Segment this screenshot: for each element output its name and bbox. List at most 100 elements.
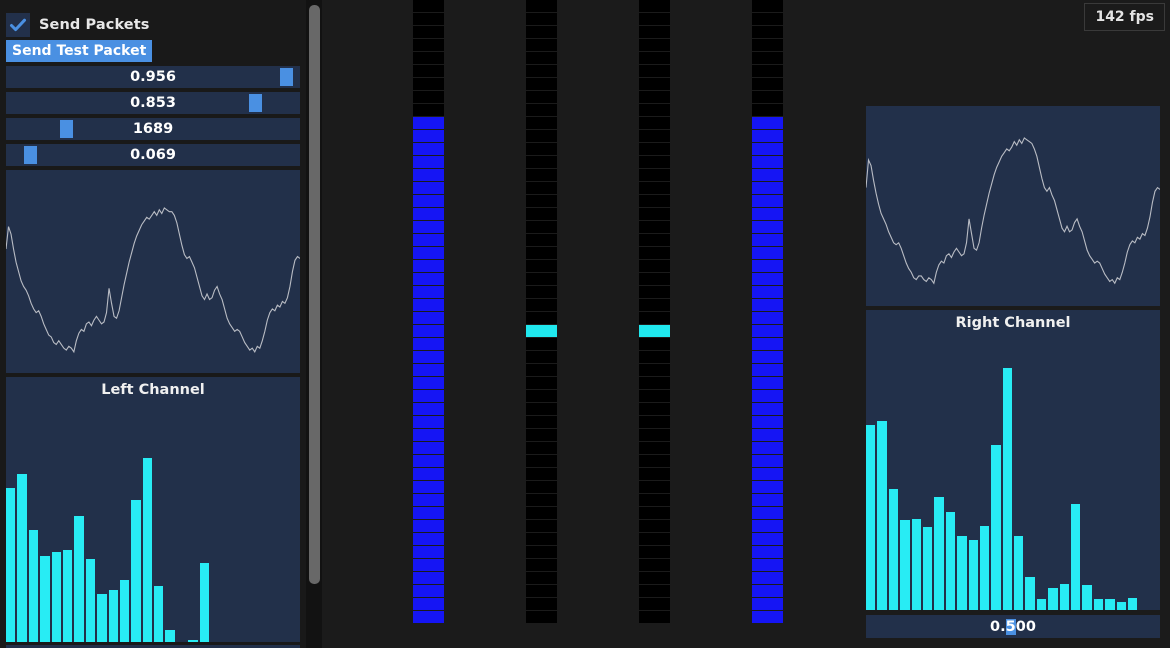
left-waveform-panel[interactable]	[6, 170, 300, 373]
meter-segment	[413, 26, 444, 38]
meter-segment	[639, 442, 670, 454]
right-channel-title: Right Channel	[955, 315, 1071, 331]
meter-segment	[752, 312, 783, 324]
meter-segment	[526, 468, 557, 480]
meter-segment	[639, 156, 670, 168]
meter-segment	[413, 325, 444, 337]
meter-segment	[752, 286, 783, 298]
vertical-scrollbar-track[interactable]	[306, 0, 322, 648]
spectrum-bar	[1002, 368, 1013, 610]
spectrum-bar	[85, 558, 96, 642]
meter-segment	[526, 286, 557, 298]
meter-segment	[413, 416, 444, 428]
meter-segment	[413, 403, 444, 415]
left-channel-spectrum-panel[interactable]: Left Channel	[6, 377, 300, 642]
spectrum-bar	[28, 530, 39, 642]
spectrum-bar	[991, 445, 1001, 610]
meter-segment	[639, 26, 670, 38]
meter-segment	[639, 481, 670, 493]
meter-segment	[639, 221, 670, 233]
meter-segment	[413, 208, 444, 220]
slider-1-handle[interactable]	[249, 94, 262, 112]
meter-segment	[752, 390, 783, 402]
meter-segment	[526, 338, 557, 350]
meter-segment	[413, 468, 444, 480]
meter-segment	[639, 338, 670, 350]
meter-segment	[413, 364, 444, 376]
send-packets-checkbox-row[interactable]: Send Packets	[6, 13, 150, 37]
slider-0-handle[interactable]	[280, 68, 293, 86]
meter-segment	[413, 481, 444, 493]
meter-segment	[413, 559, 444, 571]
slider-2[interactable]: 1689	[6, 118, 300, 140]
value-input-after: 00	[1015, 618, 1036, 635]
meter-segment	[752, 208, 783, 220]
vertical-scrollbar-thumb[interactable]	[309, 5, 320, 584]
meter-segment	[639, 182, 670, 194]
meter-column-4[interactable]	[752, 0, 783, 648]
slider-1[interactable]: 0.853	[6, 92, 300, 114]
meter-column-2[interactable]	[526, 0, 557, 648]
value-input[interactable]: 0. 5 00	[866, 615, 1160, 638]
check-icon[interactable]	[6, 13, 30, 37]
meter-segment	[526, 351, 557, 363]
meter-segment	[752, 78, 783, 90]
slider-2-handle[interactable]	[60, 120, 73, 138]
meter-segment	[639, 169, 670, 181]
slider-3-handle[interactable]	[24, 146, 37, 164]
meter-segment	[526, 546, 557, 558]
left-overflow-panel[interactable]	[6, 645, 300, 648]
left-waveform-path	[6, 170, 300, 373]
meter-segment	[526, 208, 557, 220]
meter-segment	[752, 598, 783, 610]
spectrum-bar	[1071, 504, 1081, 610]
meter-segment	[526, 429, 557, 441]
meter-segment	[752, 117, 783, 129]
meter-segment	[639, 585, 670, 597]
meter-segment	[752, 260, 783, 272]
right-channel-spectrum-panel[interactable]: Right Channel	[866, 310, 1160, 610]
left-channel-bars	[6, 407, 300, 642]
send-test-packet-button[interactable]: Send Test Packet	[6, 40, 153, 62]
meter-segment	[413, 598, 444, 610]
right-waveform-panel[interactable]	[866, 106, 1160, 306]
spectrum-bar	[142, 457, 153, 642]
meter-segment	[639, 546, 670, 558]
spectrum-bar	[74, 516, 84, 642]
meter-segment	[639, 117, 670, 129]
spectrum-bar	[934, 496, 944, 610]
meter-segment	[526, 611, 557, 623]
meter-segment	[526, 117, 557, 129]
meter-segment	[639, 143, 670, 155]
meter-segment	[526, 26, 557, 38]
meter-segment	[413, 429, 444, 441]
meter-segment	[639, 130, 670, 142]
meter-segment	[639, 598, 670, 610]
meter-segment	[752, 52, 783, 64]
meter-segment	[526, 130, 557, 142]
slider-3[interactable]: 0.069	[6, 144, 300, 166]
meter-column-3[interactable]	[639, 0, 670, 648]
meter-segment	[526, 364, 557, 376]
spectrum-bar	[17, 474, 27, 642]
meter-segment	[526, 312, 557, 324]
spectrum-bar	[877, 421, 887, 610]
spectrum-bar	[62, 550, 73, 642]
meter-segment	[752, 559, 783, 571]
meter-segment	[752, 520, 783, 532]
meter-segment	[639, 13, 670, 25]
meter-segment	[752, 130, 783, 142]
meter-segment	[526, 273, 557, 285]
meter-segment	[752, 156, 783, 168]
meter-column-1[interactable]	[413, 0, 444, 648]
meter-segment	[639, 364, 670, 376]
meter-segment	[413, 377, 444, 389]
slider-0[interactable]: 0.956	[6, 66, 300, 88]
spectrum-bar	[1127, 598, 1138, 610]
meter-segment	[413, 273, 444, 285]
meter-segment	[413, 572, 444, 584]
spectrum-bar	[1059, 583, 1070, 610]
meter-segment	[752, 273, 783, 285]
meter-segment	[639, 611, 670, 623]
meter-segment	[639, 273, 670, 285]
